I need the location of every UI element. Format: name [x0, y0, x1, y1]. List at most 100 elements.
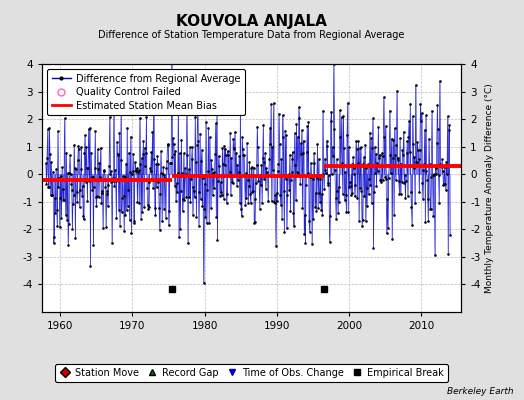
Point — [210, 185, 218, 192]
Point — [49, 168, 57, 175]
Point — [354, 138, 363, 144]
Point — [50, 234, 59, 240]
Point — [320, 186, 329, 192]
Point — [69, 192, 78, 198]
Point — [146, 167, 155, 174]
Point — [76, 187, 84, 193]
Point — [339, 191, 347, 198]
Point — [101, 184, 110, 191]
Point — [323, 138, 331, 144]
Point — [120, 228, 128, 234]
Point — [418, 110, 426, 116]
Point — [57, 214, 66, 221]
Point — [202, 220, 211, 226]
Point — [286, 152, 294, 158]
Point — [95, 160, 104, 166]
Point — [386, 107, 394, 114]
Point — [268, 198, 276, 204]
Point — [307, 174, 315, 180]
Point — [237, 206, 245, 212]
Point — [158, 171, 167, 177]
Point — [411, 200, 419, 206]
Point — [384, 225, 392, 231]
Point — [96, 173, 104, 180]
Point — [315, 190, 323, 196]
Point — [183, 152, 192, 158]
Point — [302, 181, 310, 188]
Point — [383, 196, 391, 202]
Point — [59, 196, 67, 203]
Point — [196, 196, 205, 202]
Point — [365, 176, 374, 182]
Point — [177, 188, 185, 194]
Point — [251, 196, 259, 202]
Point — [86, 263, 95, 270]
Point — [205, 220, 213, 226]
Point — [64, 241, 72, 248]
Point — [169, 135, 177, 141]
Point — [402, 150, 411, 157]
Point — [238, 146, 247, 153]
Point — [61, 177, 69, 183]
Point — [379, 94, 388, 100]
Point — [205, 134, 214, 140]
Point — [312, 208, 321, 214]
Point — [209, 170, 217, 176]
Point — [345, 144, 353, 150]
Point — [250, 219, 259, 225]
Point — [218, 144, 226, 151]
Point — [432, 140, 441, 146]
Point — [420, 126, 429, 133]
Point — [68, 226, 77, 232]
Point — [327, 108, 335, 115]
Point — [353, 195, 362, 202]
Point — [170, 151, 178, 157]
Point — [43, 155, 51, 162]
Point — [84, 164, 92, 171]
Point — [73, 156, 82, 163]
Point — [406, 101, 414, 107]
Point — [75, 204, 84, 211]
Point — [136, 115, 144, 121]
Point — [426, 206, 434, 212]
Point — [222, 152, 230, 158]
Point — [422, 112, 430, 118]
Point — [171, 147, 180, 154]
Point — [142, 114, 150, 120]
Point — [132, 167, 140, 173]
Point — [210, 169, 219, 175]
Point — [151, 212, 160, 218]
Point — [87, 149, 95, 156]
Point — [311, 204, 319, 210]
Point — [377, 177, 386, 184]
Point — [443, 113, 452, 120]
Point — [294, 170, 302, 176]
Point — [443, 171, 451, 178]
Point — [288, 155, 297, 162]
Point — [140, 145, 149, 151]
Point — [367, 200, 376, 206]
Point — [61, 212, 70, 218]
Point — [166, 160, 174, 166]
Point — [309, 216, 318, 222]
Point — [257, 162, 266, 168]
Point — [140, 204, 148, 210]
Point — [230, 145, 238, 152]
Point — [111, 166, 119, 173]
Point — [266, 141, 275, 147]
Point — [43, 126, 52, 132]
Point — [372, 150, 380, 157]
Point — [326, 213, 334, 219]
Point — [182, 102, 191, 108]
Point — [270, 199, 278, 206]
Point — [101, 176, 109, 183]
Point — [172, 198, 180, 204]
Point — [358, 216, 367, 223]
Point — [343, 100, 352, 106]
Point — [417, 118, 425, 125]
Point — [158, 218, 166, 224]
Point — [212, 213, 221, 220]
Point — [125, 217, 134, 224]
Point — [55, 174, 63, 181]
Point — [154, 179, 162, 185]
